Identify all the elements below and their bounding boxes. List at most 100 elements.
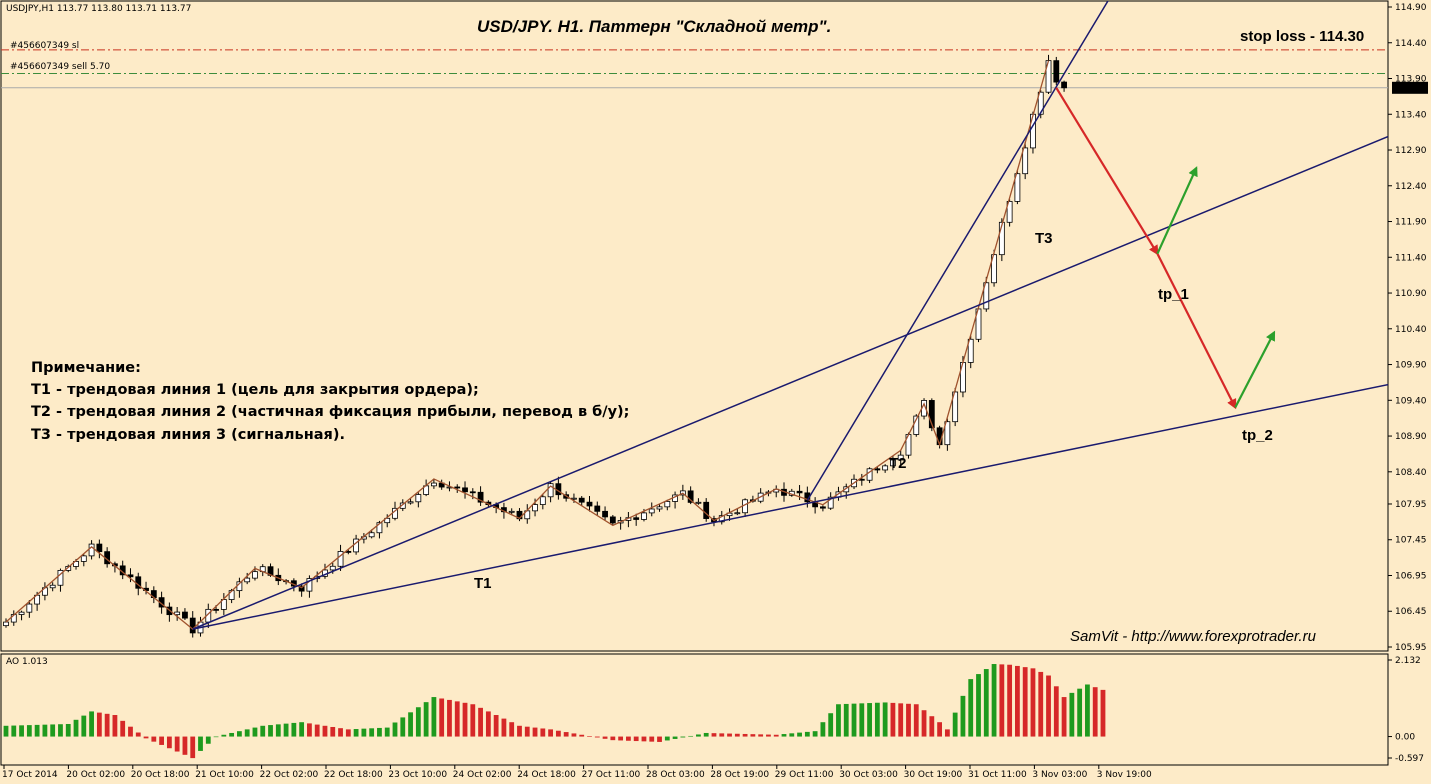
ao-bar	[999, 664, 1005, 737]
candle-body	[539, 496, 546, 505]
candle-body	[820, 506, 826, 509]
candle-body	[415, 494, 422, 503]
candle-body	[189, 617, 196, 634]
ao-tick-label: -0.597	[1395, 754, 1424, 764]
ao-bar	[237, 731, 242, 737]
ao-bar	[672, 736, 678, 739]
candle-body	[695, 501, 702, 504]
candle-body	[96, 543, 103, 553]
ao-bar	[649, 736, 655, 742]
ao-bar	[548, 729, 553, 737]
ao-bar	[952, 712, 958, 737]
ao-bar	[252, 727, 258, 737]
watermark: SamVit - http://www.forexprotrader.ru	[1070, 628, 1317, 645]
t1-label: T1	[474, 575, 492, 592]
candle-body	[944, 421, 951, 446]
ao-bar	[1092, 687, 1098, 737]
candle-body	[1061, 81, 1067, 89]
forecast-down-arrow	[1156, 253, 1237, 410]
ao-bar	[719, 733, 725, 737]
candle-body	[407, 501, 414, 504]
ao-bar	[291, 722, 297, 737]
ao-bar	[275, 724, 281, 737]
ao-bar	[128, 726, 133, 737]
candle-body	[88, 543, 95, 557]
time-tick-label: 20 Oct 18:00	[131, 770, 190, 780]
forecast-up-arrow	[1156, 166, 1198, 255]
sl-order-label: #456607349 sl	[10, 41, 79, 51]
time-tick-label: 30 Oct 19:00	[904, 770, 963, 780]
time-tick-label: 21 Oct 10:00	[195, 770, 254, 780]
ao-bar	[851, 703, 857, 737]
candle-body	[306, 578, 313, 592]
candle-body	[337, 551, 344, 567]
ao-tick-label: 0.00	[1395, 733, 1415, 743]
ao-bar	[454, 701, 460, 737]
chart-title: USD/JPY. H1. Паттерн "Складной метр".	[477, 17, 831, 36]
ao-bar	[812, 731, 818, 737]
ao-bar	[703, 732, 709, 737]
candle-body	[57, 569, 64, 586]
candle-body	[594, 505, 601, 512]
time-tick-label: 20 Oct 02:00	[66, 770, 125, 780]
time-tick-label: 17 Oct 2014	[2, 770, 58, 780]
ao-bar	[734, 733, 740, 737]
ao-bar	[244, 729, 250, 737]
ao-bar	[485, 711, 491, 737]
ao-bar	[913, 704, 919, 737]
ao-bar	[353, 729, 359, 737]
candle-body	[508, 510, 515, 513]
price-tick-label: 106.45	[1395, 607, 1427, 617]
ao-bar	[229, 732, 235, 737]
candle-body	[586, 501, 593, 507]
note-line-t1: Т1 - трендовая линия 1 (цель для закрыти…	[31, 382, 479, 398]
ao-bar	[89, 711, 94, 737]
forecast-down-arrow	[1055, 87, 1159, 256]
ao-bar	[1038, 671, 1044, 737]
time-tick-label: 28 Oct 03:00	[646, 770, 705, 780]
ao-bar	[112, 715, 118, 737]
ao-bar	[447, 699, 452, 737]
candle-body	[244, 577, 251, 583]
candle-body	[65, 566, 72, 571]
candle-body	[213, 608, 219, 611]
ao-bar	[1030, 668, 1036, 737]
price-tick-label: 113.40	[1395, 110, 1427, 120]
time-tick-label: 24 Oct 02:00	[453, 770, 512, 780]
ao-bar	[766, 734, 771, 737]
candle-body	[983, 282, 990, 310]
ao-bar	[750, 734, 756, 737]
ao-bar	[322, 725, 328, 737]
ao-bar	[174, 736, 180, 752]
candle-body	[796, 490, 803, 494]
ao-bar	[711, 733, 717, 737]
ao-bar	[540, 728, 546, 737]
ao-bar	[937, 722, 942, 737]
trendline-t2	[192, 135, 1388, 630]
note-title: Примечание:	[31, 360, 141, 376]
ao-bar	[268, 725, 273, 737]
current-price-tag	[1392, 81, 1428, 94]
tp2-label: tp_2	[1242, 427, 1273, 444]
ao-bar	[867, 703, 872, 737]
ao-bar	[470, 704, 476, 737]
sell-order-label: #456607349 sell 5.70	[10, 62, 110, 72]
ao-bar	[19, 725, 24, 737]
ao-bar	[906, 703, 911, 737]
candle-body	[578, 497, 585, 503]
candle-body	[633, 517, 640, 520]
ao-bar	[143, 736, 149, 739]
ao-bar	[330, 726, 336, 737]
ao-bar	[314, 724, 320, 737]
candle-body	[532, 504, 538, 512]
ao-bar	[626, 736, 631, 741]
candle-body	[477, 491, 484, 503]
note-line-t3: Т3 - трендовая линия 3 (сигнальная).	[31, 427, 345, 443]
ao-bar	[260, 725, 266, 737]
ao-bar	[696, 734, 701, 737]
t2-label: T2	[889, 455, 907, 472]
time-tick-label: 31 Oct 11:00	[968, 770, 1027, 780]
candle-body	[298, 585, 305, 592]
price-tick-label: 105.95	[1395, 643, 1427, 653]
price-tick-label: 111.90	[1395, 218, 1427, 228]
